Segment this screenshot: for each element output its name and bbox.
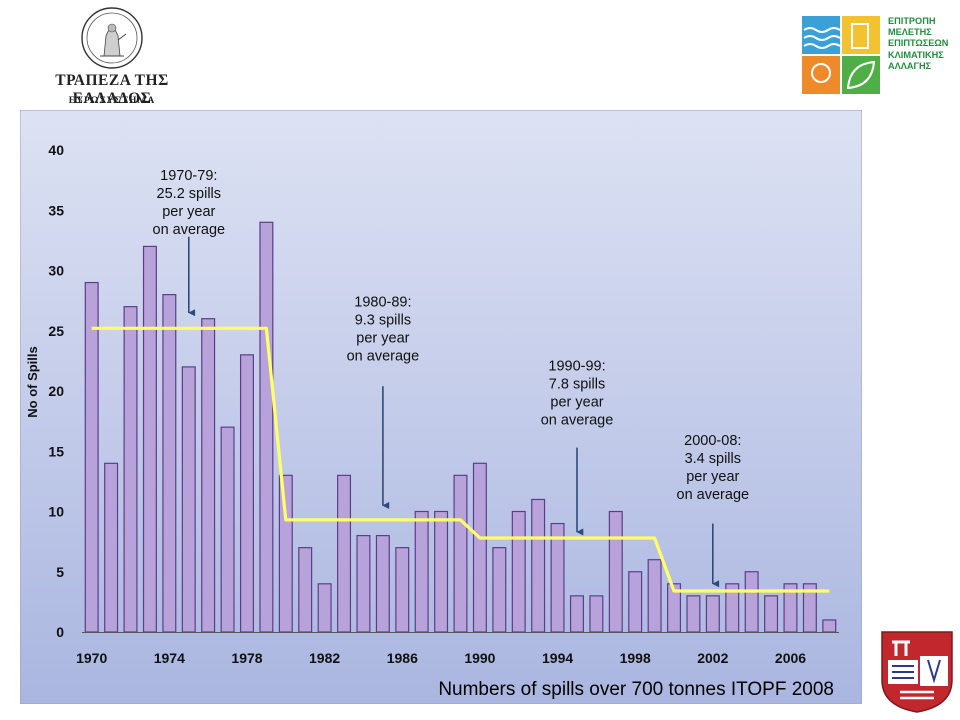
bar-1978 xyxy=(239,354,254,633)
x-tick-label: 1978 xyxy=(231,650,262,666)
x-tick-label: 1970 xyxy=(76,650,107,666)
y-tick-label: 30 xyxy=(48,263,64,279)
committee-emblem-icon xyxy=(802,16,880,94)
annotation-text-line: per year xyxy=(686,469,739,485)
annotation-text-line: on average xyxy=(541,413,614,429)
average-step-line xyxy=(91,326,830,593)
bar-2005 xyxy=(764,595,779,633)
bar-1988 xyxy=(434,510,449,633)
bar-1970 xyxy=(84,281,99,633)
bar-1994 xyxy=(550,522,565,633)
annotation-text-line: 1980-89: xyxy=(354,295,411,311)
university-shield-logo xyxy=(880,630,954,714)
x-tick-label: 1974 xyxy=(154,650,185,666)
bar-1997 xyxy=(608,510,623,633)
bar-1987 xyxy=(414,510,429,633)
bar-1999 xyxy=(647,559,662,633)
oil-spills-chart: 1970-79: 25.2 spills per year on average 198… xyxy=(19,109,863,705)
annotation-text-line: on average xyxy=(153,222,226,238)
annotation-text-line: per year xyxy=(550,395,603,411)
y-tick-label: 25 xyxy=(48,323,64,339)
bank-seal-icon xyxy=(81,7,143,69)
annotation-1990-99: 1990-99: 7.8 spills per year on average xyxy=(541,359,614,536)
y-tick-label: 0 xyxy=(56,624,64,640)
bar-1980 xyxy=(278,474,293,633)
bar-1995 xyxy=(569,595,584,633)
bar-1976 xyxy=(201,318,216,633)
x-tick-label: 1990 xyxy=(464,650,495,666)
y-tick-label: 35 xyxy=(48,202,64,218)
bar-2001 xyxy=(686,595,701,633)
x-tick-label: 1986 xyxy=(387,650,418,666)
bank-of-greece-logo: ΤΡΑΠΕΖΑ ΤΗΣ ΕΛΛΑΔΟΣ ΕΥΡΩΣΥΣΤΗΜΑ xyxy=(14,6,210,107)
bar-1983 xyxy=(337,474,352,633)
bar-1984 xyxy=(356,535,371,633)
axis-layer: 0 5 10 15 20 25 30 35 40 1970 1974 1978 1982 1986 1990… xyxy=(48,142,839,666)
bar-1979 xyxy=(259,221,274,633)
x-tick-label: 2006 xyxy=(775,650,806,666)
annotation-text-line: on average xyxy=(677,487,750,503)
bar-1981 xyxy=(298,547,313,633)
annotation-text-line: 25.2 spills xyxy=(157,186,221,202)
annotation-1970-79: 1970-79: 25.2 spills per year on average xyxy=(153,168,226,317)
annotation-text-line: per year xyxy=(356,331,409,347)
annotation-1980-89: 1980-89: 9.3 spills per year on average xyxy=(347,295,420,509)
bar-1973 xyxy=(142,245,157,633)
bar-1975 xyxy=(181,366,196,633)
y-tick-label: 5 xyxy=(56,564,64,580)
bars-layer xyxy=(84,221,837,633)
committee-line: ΕΠΙΠΤΩΣΕΩΝ xyxy=(888,38,949,49)
bar-1993 xyxy=(531,498,546,633)
annotation-text-line: 7.8 spills xyxy=(549,377,605,393)
bar-1998 xyxy=(628,571,643,633)
bar-1990 xyxy=(472,462,487,633)
bar-1974 xyxy=(162,294,177,633)
bar-1982 xyxy=(317,583,332,633)
bar-1986 xyxy=(395,547,410,633)
bank-name: ΤΡΑΠΕΖΑ ΤΗΣ ΕΛΛΑΔΟΣ xyxy=(55,72,169,107)
shield-icon xyxy=(881,631,953,713)
x-tick-label: 1998 xyxy=(620,650,651,666)
bar-1971 xyxy=(104,462,119,633)
bar-1996 xyxy=(589,595,604,633)
annotation-text-line: 9.3 spills xyxy=(355,313,411,329)
committee-line: ΑΛΛΑΓΗΣ xyxy=(888,60,932,71)
committee-line: ΕΠΙΤΡΟΠΗ xyxy=(888,16,936,26)
annotation-text-line: 2000-08: xyxy=(684,433,741,449)
committee-name: ΕΠΙΤΡΟΠΗ ΜΕΛΕΤΗΣ ΕΠΙΠΤΩΣΕΩΝ ΚΛΙΜΑΤΙΚΗΣ Α… xyxy=(888,16,948,72)
bar-1991 xyxy=(492,547,507,633)
y-tick-label: 20 xyxy=(48,383,64,399)
chart-source-caption: Numbers of spills over 700 tonnes ITOPF … xyxy=(438,679,834,700)
climate-committee-logo: ΕΠΙΤΡΟΠΗ ΜΕΛΕΤΗΣ ΕΠΙΠΤΩΣΕΩΝ ΚΛΙΜΑΤΙΚΗΣ Α… xyxy=(802,16,960,96)
annotation-text-line: per year xyxy=(162,204,215,220)
y-axis-label: No of Spills xyxy=(25,346,40,418)
x-tick-label: 1982 xyxy=(309,650,340,666)
annotation-text-line: on average xyxy=(347,349,420,365)
x-tick-label: 1994 xyxy=(542,650,573,666)
committee-line: ΜΕΛΕΤΗΣ xyxy=(888,27,932,38)
annotation-text-line: 3.4 spills xyxy=(685,451,741,467)
x-tick-label: 2002 xyxy=(697,650,728,666)
annotation-2000-08: 2000-08: 3.4 spills per year on average xyxy=(677,433,750,588)
annotation-text-line: 1970-79: xyxy=(160,168,217,184)
bank-subtitle: ΕΥΡΩΣΥΣΤΗΜΑ xyxy=(68,96,156,106)
bar-1992 xyxy=(511,510,526,633)
bar-2008 xyxy=(822,619,837,633)
y-tick-label: 15 xyxy=(48,443,64,459)
y-tick-label: 40 xyxy=(48,142,64,158)
bar-2004 xyxy=(744,571,759,633)
bar-1977 xyxy=(220,426,235,633)
committee-line: ΚΛΙΜΑΤΙΚΗΣ xyxy=(888,49,944,60)
bar-2002 xyxy=(705,595,720,633)
bar-1972 xyxy=(123,306,138,633)
y-tick-label: 10 xyxy=(48,504,64,520)
bar-1985 xyxy=(375,535,390,633)
bar-1989 xyxy=(453,474,468,633)
average-line-layer xyxy=(91,326,830,593)
annotation-text-line: 1990-99: xyxy=(548,359,605,375)
